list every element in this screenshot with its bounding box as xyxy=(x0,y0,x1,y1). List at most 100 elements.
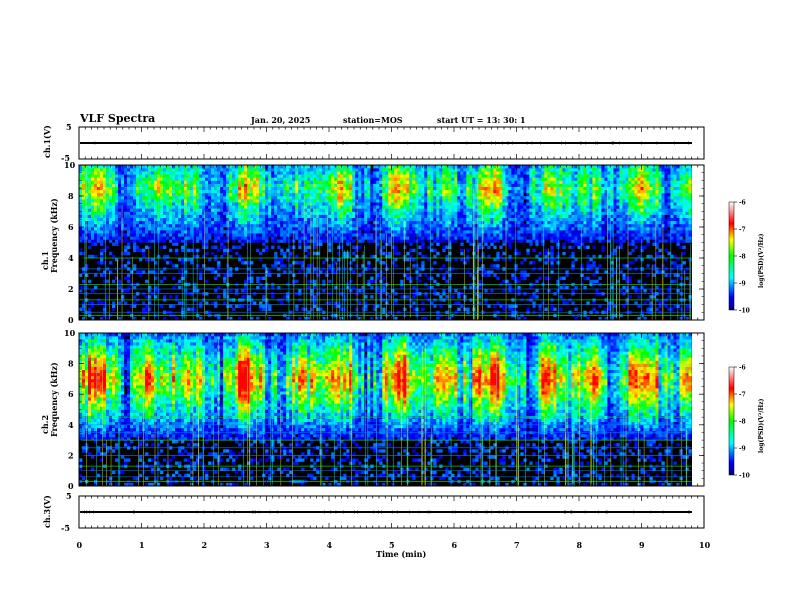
spectrogram-cell xyxy=(364,220,368,225)
spectrogram-cell xyxy=(163,165,167,169)
spectrogram-cell xyxy=(412,307,416,311)
spectrogram-cell xyxy=(532,217,536,222)
spectrogram-cell xyxy=(412,285,416,290)
spectrogram-cell xyxy=(469,199,473,203)
spectrogram-cell xyxy=(193,307,197,311)
spectrogram-cell xyxy=(370,227,374,231)
spectrogram-cell xyxy=(547,233,551,237)
spectrogram-cell xyxy=(100,230,104,234)
spectrogram-cell xyxy=(196,264,200,268)
spectrogram-cell xyxy=(268,205,272,209)
spectrogram-cell xyxy=(109,205,113,209)
spectrogram-cell xyxy=(385,214,389,218)
spectrogram-cell xyxy=(532,165,536,169)
spectrogram-cell xyxy=(349,214,353,218)
spectrogram-cell xyxy=(361,205,365,209)
spectrogram-cell xyxy=(142,171,146,175)
spectrogram-cell xyxy=(508,285,512,290)
spectrogram-cell xyxy=(79,168,83,172)
spectrogram-cell xyxy=(142,205,146,209)
spectrogram-cell xyxy=(388,236,392,240)
spectrogram-cell xyxy=(229,220,233,225)
spectrogram-cell xyxy=(466,248,470,253)
spectrogram-cell xyxy=(532,205,536,209)
spectrogram-cell xyxy=(535,220,539,225)
spectrogram-cell xyxy=(316,307,320,311)
spectrogram-cell xyxy=(376,245,380,249)
spectrogram-cell xyxy=(286,199,290,203)
spectrogram-cell xyxy=(319,211,323,215)
spectrogram-cell xyxy=(436,192,440,197)
spectrogram-cell xyxy=(550,180,554,184)
spectrogram-cell xyxy=(481,251,485,256)
spectrogram-cell xyxy=(484,220,488,225)
spectrogram-cell xyxy=(169,227,173,231)
spectrogram-cell xyxy=(232,174,236,178)
spectrogram-cell xyxy=(112,254,116,259)
spectrogram-cell xyxy=(484,301,488,305)
spectrogram-cell xyxy=(211,180,215,184)
spectrogram-cell xyxy=(316,205,320,209)
spectrogram-cell xyxy=(184,199,188,203)
spectrogram-cell xyxy=(217,199,221,203)
spectrogram-cell xyxy=(394,236,398,240)
spectrogram-cell xyxy=(301,236,305,240)
spectrogram-cell xyxy=(448,233,452,237)
spectrogram-cell xyxy=(406,223,410,228)
spectrogram-cell xyxy=(205,217,209,222)
spectrogram-cell xyxy=(118,202,122,206)
spectrogram-cell xyxy=(445,239,449,243)
spectrogram-cell xyxy=(172,189,176,194)
spectrogram-cell xyxy=(466,199,470,203)
spectrogram-cell xyxy=(112,168,116,172)
spectrogram-cell xyxy=(127,245,131,249)
spectrogram-cell xyxy=(280,165,284,169)
spectrogram-cell xyxy=(322,208,326,212)
spectrogram-cell xyxy=(379,196,383,200)
spectrogram-cell xyxy=(97,217,101,222)
spectrogram-cell xyxy=(376,192,380,197)
spectrogram-cell xyxy=(475,233,479,237)
spectrogram-cell xyxy=(142,301,146,305)
spectrogram-cell xyxy=(181,199,185,203)
spectrogram-cell xyxy=(466,208,470,212)
spectrogram-cell xyxy=(229,189,233,194)
spectrogram-cell xyxy=(265,230,269,234)
spectrogram-cell xyxy=(151,223,155,228)
spectrogram-cell xyxy=(463,165,467,169)
spectrogram-cell xyxy=(187,183,191,187)
spectrogram-cell xyxy=(208,165,212,169)
spectrogram-cell xyxy=(97,223,101,228)
spectrogram-cell xyxy=(250,217,254,222)
spectrogram-cell xyxy=(304,174,308,178)
spectrogram-cell xyxy=(262,223,266,228)
spectrogram-cell xyxy=(535,202,539,206)
spectrogram-cell xyxy=(238,168,242,172)
spectrogram-cell xyxy=(400,186,404,191)
spectrogram-cell xyxy=(181,180,185,184)
spectrogram-cell xyxy=(289,220,293,225)
spectrogram-cell xyxy=(91,168,95,172)
spectrogram-cell xyxy=(298,186,302,191)
spectrogram-cell xyxy=(196,192,200,197)
spectrogram-cell xyxy=(187,199,191,203)
spectrogram-cell xyxy=(109,199,113,203)
spectrogram-cell xyxy=(118,316,122,321)
spectrogram-cell xyxy=(370,211,374,215)
spectrogram-cell xyxy=(487,239,491,243)
spectrogram-cell xyxy=(523,239,527,243)
spectrogram-cell xyxy=(529,214,533,218)
spectrogram-cell xyxy=(496,199,500,203)
spectrogram-cell xyxy=(538,276,542,280)
spectrogram-cell xyxy=(280,230,284,234)
spectrogram-cell xyxy=(424,199,428,203)
spectrogram-cell xyxy=(136,165,140,169)
spectrogram-cell xyxy=(379,183,383,187)
spectrogram-cell xyxy=(460,183,464,187)
spectrogram-cell xyxy=(328,168,332,172)
spectrogram-cell xyxy=(109,192,113,197)
spectrogram-cell xyxy=(397,174,401,178)
spectrogram-cell xyxy=(535,279,539,284)
spectrogram-cell xyxy=(154,295,158,299)
